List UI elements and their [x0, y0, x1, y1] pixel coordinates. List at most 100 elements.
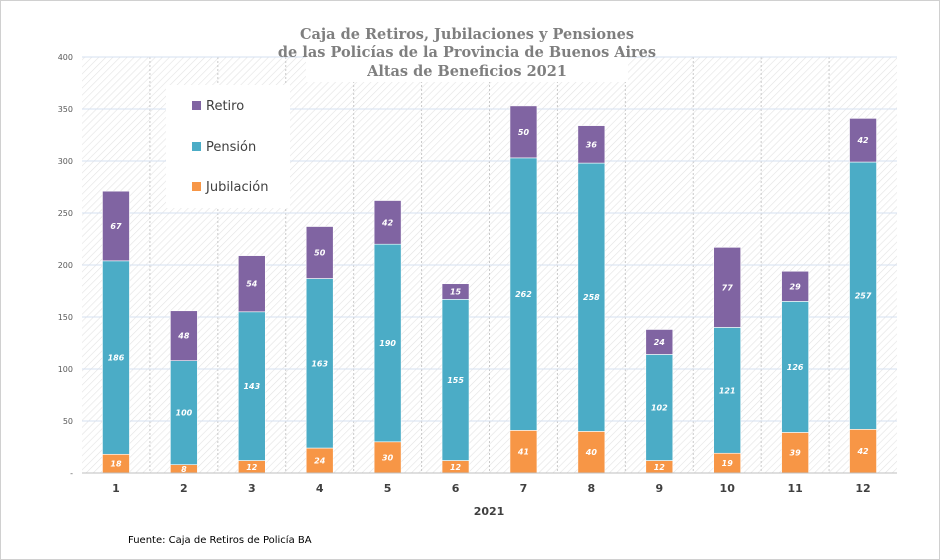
data-label: 163 [311, 359, 328, 368]
bar-pensión-11 [781, 301, 809, 433]
data-label: 39 [790, 449, 802, 458]
legend-swatch-pension [192, 142, 201, 151]
bar-pensión-1 [102, 260, 130, 455]
data-label: 42 [381, 218, 394, 227]
legend-swatch-retiro [192, 101, 201, 110]
data-label: 42 [856, 447, 869, 456]
x-tick-label: 7 [520, 482, 528, 495]
data-label: 100 [176, 409, 193, 418]
legend: Retiro Pensión Jubilación [166, 85, 290, 208]
data-label: 24 [314, 457, 326, 466]
x-tick-label: 12 [855, 482, 870, 495]
data-label: 121 [719, 386, 736, 395]
bar-retiro-5 [373, 200, 402, 245]
bar-pensión-12 [849, 161, 877, 430]
x-tick-label: 8 [588, 482, 596, 495]
bar-pensión-3 [237, 311, 266, 461]
bar-pensión-10 [713, 327, 742, 454]
bar-retiro-3 [237, 255, 266, 313]
data-labels: 18 186 67 8 100 48 12 143 54 24 163 50 30 190 42 12 155 1… [108, 128, 872, 474]
data-label: 126 [787, 363, 804, 372]
x-tick-label: 10 [720, 482, 736, 495]
y-axis-ticks: - 50 100 150 200 250 300 350 400 [58, 53, 73, 478]
data-label: 40 [585, 448, 598, 457]
x-tick-label: 1 [112, 482, 120, 495]
bar-retiro-2 [170, 310, 198, 361]
legend-label-retiro: Retiro [206, 99, 244, 114]
bar-pensión-7 [509, 157, 538, 431]
y-tick-label: 150 [58, 313, 73, 322]
data-label: 8 [181, 465, 187, 474]
data-label: 262 [515, 290, 532, 299]
x-tick-label: 4 [316, 482, 324, 495]
legend-swatch-jubilacion [192, 182, 201, 191]
data-label: 12 [654, 463, 666, 472]
chart-title-line-2: de las Policías de la Provincia de Bueno… [278, 44, 656, 61]
bar-jubilación-8 [577, 431, 606, 474]
chart-title: Caja de Retiros, Jubilaciones y Pensione… [278, 22, 656, 82]
bar-retiro-4 [305, 226, 334, 279]
x-tick-label: 5 [384, 482, 392, 495]
bar-jubilación-5 [373, 441, 402, 474]
data-label: 50 [518, 128, 530, 137]
y-tick-label: 400 [58, 53, 73, 62]
data-label: 36 [586, 140, 598, 149]
bar-jubilación-12 [849, 429, 877, 474]
chart-title-line-1: Caja de Retiros, Jubilaciones y Pensione… [300, 26, 634, 43]
bar-retiro-9 [645, 329, 674, 355]
x-tick-label: 11 [787, 482, 802, 495]
legend-item-pension: Pensión [192, 140, 256, 155]
data-label: 12 [246, 463, 258, 472]
bar-pensión-2 [170, 360, 198, 465]
source-note: Fuente: Caja de Retiros de Policía BA [128, 535, 312, 546]
x-axis-ticks: 1 2 3 4 5 6 7 8 9 10 11 12 [112, 482, 871, 495]
bar-pensión-8 [577, 162, 606, 432]
legend-label-jubilacion: Jubilación [205, 180, 268, 195]
bar-jubilación-11 [781, 432, 809, 474]
x-axis-label: 2021 [474, 505, 505, 518]
data-label: 257 [855, 292, 872, 301]
data-label: 143 [243, 382, 260, 391]
data-label: 12 [450, 463, 462, 472]
data-label: 102 [651, 403, 668, 412]
x-tick-label: 9 [655, 482, 663, 495]
title-background [306, 22, 628, 82]
y-tick-label: 250 [58, 209, 73, 218]
legend-background [166, 85, 290, 208]
y-tick-label: 350 [58, 105, 73, 114]
x-tick-label: 3 [248, 482, 256, 495]
data-label: 18 [110, 460, 122, 469]
bar-retiro-6 [441, 283, 470, 300]
chart-title-line-3: Altas de Beneficios 2021 [366, 63, 567, 80]
x-tick-label: 6 [452, 482, 460, 495]
bar-pensión-5 [373, 243, 402, 443]
data-label: 186 [108, 354, 125, 363]
bar-retiro-10 [713, 247, 742, 328]
bar-pensión-9 [645, 354, 674, 461]
legend-item-jubilacion: Jubilación [192, 180, 268, 195]
data-label: 42 [856, 136, 869, 145]
y-tick-label: 200 [58, 261, 73, 270]
data-label: 30 [382, 453, 394, 462]
legend-label-pension: Pensión [206, 140, 256, 155]
bar-retiro-8 [577, 125, 606, 164]
y-tick-label: 50 [63, 417, 73, 426]
bar-series [102, 105, 877, 474]
data-label: 50 [314, 249, 326, 258]
data-label: 41 [517, 448, 529, 457]
data-label: 190 [379, 339, 396, 348]
bar-retiro-7 [509, 105, 538, 159]
data-label: 24 [654, 338, 666, 347]
data-label: 155 [447, 376, 464, 385]
data-label: 15 [450, 288, 462, 297]
y-tick-label: 100 [58, 365, 73, 374]
bar-retiro-11 [781, 270, 809, 302]
bar-retiro-1 [102, 190, 130, 262]
data-label: 67 [110, 222, 122, 231]
data-label: 54 [246, 280, 258, 289]
data-label: 77 [722, 283, 734, 292]
data-label: 29 [790, 282, 802, 291]
bar-retiro-12 [849, 118, 877, 163]
y-tick-label: - [70, 469, 73, 478]
